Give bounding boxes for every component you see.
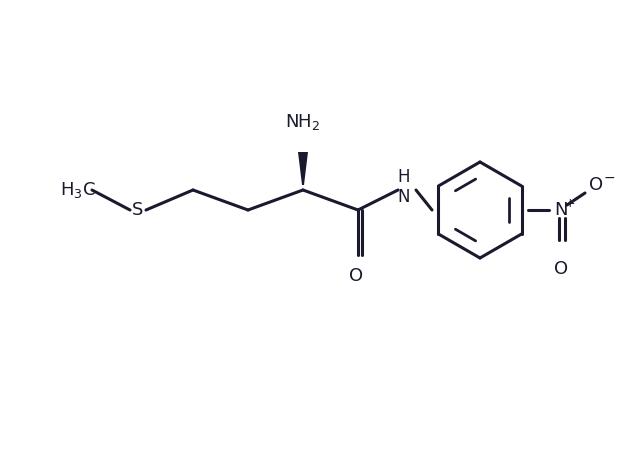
Text: H$_3$C: H$_3$C: [60, 180, 96, 200]
Text: O: O: [349, 267, 363, 285]
Text: O: O: [589, 176, 603, 194]
Text: NH$_2$: NH$_2$: [285, 112, 321, 132]
Text: O: O: [554, 260, 568, 278]
Text: H
N: H N: [397, 168, 410, 206]
Text: S: S: [132, 201, 144, 219]
Polygon shape: [298, 152, 308, 185]
Text: −: −: [603, 171, 615, 185]
Text: N: N: [554, 201, 568, 219]
Text: +: +: [564, 196, 575, 210]
